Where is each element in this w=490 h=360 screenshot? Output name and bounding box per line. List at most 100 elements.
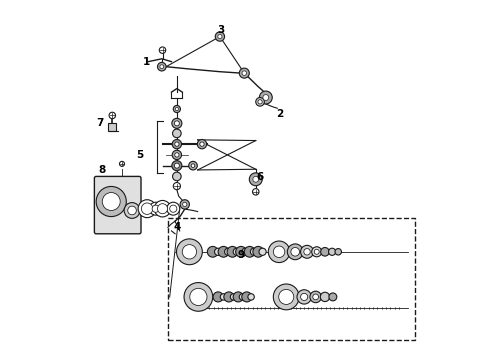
- Circle shape: [173, 183, 180, 190]
- Circle shape: [197, 139, 207, 149]
- Circle shape: [310, 291, 321, 303]
- Circle shape: [242, 248, 249, 255]
- Circle shape: [124, 203, 140, 219]
- Circle shape: [335, 248, 342, 255]
- FancyBboxPatch shape: [95, 176, 141, 234]
- Circle shape: [149, 202, 162, 215]
- Circle shape: [233, 292, 243, 302]
- Circle shape: [249, 173, 262, 186]
- Circle shape: [175, 153, 179, 157]
- Circle shape: [160, 65, 164, 69]
- Circle shape: [242, 292, 252, 302]
- Circle shape: [138, 200, 156, 218]
- Circle shape: [320, 292, 330, 302]
- Circle shape: [313, 294, 318, 300]
- Bar: [108, 123, 116, 131]
- Circle shape: [167, 202, 180, 215]
- Circle shape: [239, 294, 245, 300]
- Circle shape: [207, 246, 218, 257]
- Circle shape: [159, 47, 166, 53]
- Circle shape: [300, 293, 308, 301]
- Text: 5: 5: [137, 150, 144, 160]
- Circle shape: [172, 172, 181, 181]
- Circle shape: [227, 246, 238, 257]
- Circle shape: [190, 288, 207, 306]
- Circle shape: [259, 91, 272, 104]
- Circle shape: [297, 290, 311, 304]
- Circle shape: [236, 246, 246, 257]
- Circle shape: [120, 161, 124, 166]
- Circle shape: [172, 150, 181, 159]
- Circle shape: [245, 246, 255, 257]
- Circle shape: [248, 294, 254, 300]
- Circle shape: [157, 204, 168, 214]
- Circle shape: [184, 283, 213, 311]
- Text: 7: 7: [96, 118, 103, 128]
- Circle shape: [213, 292, 223, 302]
- Circle shape: [250, 248, 258, 255]
- Circle shape: [329, 293, 337, 301]
- Circle shape: [96, 186, 126, 217]
- Text: 1: 1: [143, 57, 150, 67]
- Text: 8: 8: [98, 165, 105, 175]
- Circle shape: [175, 142, 179, 146]
- Circle shape: [312, 247, 322, 257]
- Text: 2: 2: [276, 109, 284, 119]
- Circle shape: [320, 247, 329, 256]
- Circle shape: [230, 294, 237, 300]
- Text: 6: 6: [257, 172, 264, 182]
- Circle shape: [176, 239, 202, 265]
- Circle shape: [174, 121, 179, 126]
- Circle shape: [170, 205, 177, 212]
- Circle shape: [175, 107, 178, 111]
- Circle shape: [172, 118, 182, 129]
- Circle shape: [224, 292, 234, 302]
- Circle shape: [300, 245, 314, 258]
- Bar: [168, 218, 416, 339]
- Text: 9: 9: [238, 250, 245, 260]
- Circle shape: [189, 161, 197, 170]
- Circle shape: [256, 98, 265, 106]
- Circle shape: [224, 248, 232, 255]
- Circle shape: [263, 95, 269, 100]
- Circle shape: [279, 289, 294, 305]
- Circle shape: [215, 248, 221, 255]
- Circle shape: [273, 284, 299, 310]
- Circle shape: [252, 189, 259, 195]
- Circle shape: [184, 247, 195, 257]
- Circle shape: [193, 291, 204, 303]
- Circle shape: [242, 71, 246, 75]
- Circle shape: [314, 249, 319, 254]
- Circle shape: [281, 292, 291, 302]
- Circle shape: [253, 246, 264, 257]
- Circle shape: [273, 246, 285, 257]
- Circle shape: [218, 35, 222, 39]
- Circle shape: [172, 161, 182, 171]
- Circle shape: [152, 205, 159, 212]
- Circle shape: [182, 245, 196, 259]
- Circle shape: [128, 206, 136, 215]
- Circle shape: [200, 142, 204, 146]
- Circle shape: [218, 246, 229, 257]
- Circle shape: [109, 112, 116, 119]
- Circle shape: [172, 139, 181, 149]
- Circle shape: [291, 247, 299, 256]
- Circle shape: [239, 68, 249, 78]
- Circle shape: [183, 202, 187, 207]
- Circle shape: [259, 248, 266, 255]
- Circle shape: [304, 248, 310, 255]
- Circle shape: [258, 100, 262, 104]
- Circle shape: [102, 193, 120, 211]
- Circle shape: [180, 200, 190, 209]
- Circle shape: [157, 62, 166, 71]
- Circle shape: [191, 164, 195, 167]
- Text: 3: 3: [217, 25, 224, 35]
- Circle shape: [105, 196, 117, 207]
- Circle shape: [233, 248, 240, 255]
- Circle shape: [329, 248, 336, 255]
- Circle shape: [215, 32, 224, 41]
- Circle shape: [253, 176, 259, 182]
- Text: 4: 4: [173, 222, 180, 232]
- Circle shape: [220, 294, 227, 300]
- Circle shape: [154, 201, 171, 217]
